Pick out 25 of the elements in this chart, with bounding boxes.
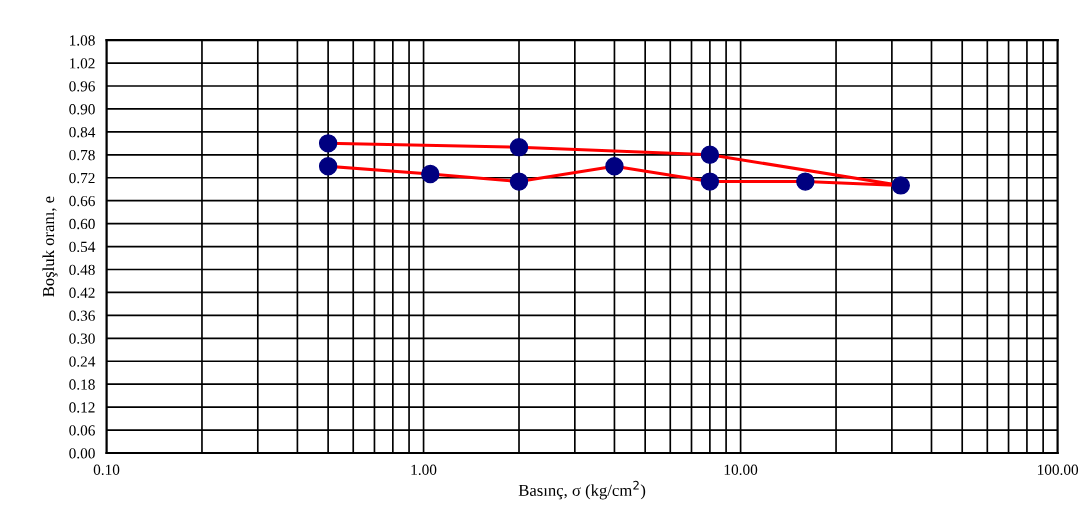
y-tick-label: 1.08 (70, 35, 95, 46)
y-tick-label: 0.18 (69, 379, 95, 390)
y-axis-title: Boşluk oranı, e (42, 196, 58, 297)
y-tick-label: 0.84 (69, 127, 96, 138)
y-tick-label: 0.48 (69, 264, 95, 276)
y-tick-label: 0.36 (69, 310, 95, 321)
y-tick-label: 0.12 (69, 402, 95, 413)
y-tick-label: 0.00 (69, 448, 95, 459)
y-tick-label: 0.42 (69, 287, 95, 298)
y-tick-label: 0.78 (69, 149, 95, 161)
x-tick-label: 1.00 (411, 464, 437, 475)
y-tick-label: 1.02 (70, 58, 95, 69)
y-tick-label: 0.90 (69, 104, 95, 115)
y-tick-label: 0.30 (69, 333, 95, 344)
x-axis-title: Basınç, σ (kg/cm$^{2}$) (518, 480, 646, 500)
y-tick-label: 0.24 (69, 356, 96, 367)
x-tick-label: 10.00 (724, 464, 758, 475)
x-tick-label: 100.00 (1037, 464, 1079, 475)
y-tick-label: 0.96 (69, 81, 95, 92)
x-tick-label: 0.10 (93, 464, 120, 475)
y-tick-label: 0.72 (69, 172, 95, 184)
y-tick-label: 0.54 (69, 241, 96, 253)
y-tick-label: 0.60 (69, 218, 95, 230)
y-tick-label: 0.66 (69, 195, 95, 207)
y-tick-label: 0.06 (69, 425, 95, 436)
